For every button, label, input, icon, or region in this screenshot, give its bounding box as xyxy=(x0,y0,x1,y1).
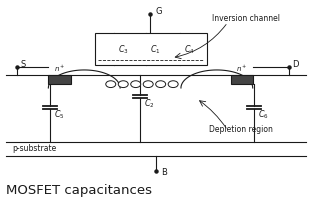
Text: $n^+$: $n^+$ xyxy=(236,64,247,74)
Text: G: G xyxy=(155,7,162,16)
Circle shape xyxy=(143,81,153,88)
Text: B: B xyxy=(161,168,167,177)
Text: p-substrate: p-substrate xyxy=(12,144,57,153)
Text: Inversion channel: Inversion channel xyxy=(212,14,280,22)
Bar xyxy=(231,75,253,84)
Text: D: D xyxy=(292,60,298,69)
Text: S: S xyxy=(21,60,26,69)
Text: $n^+$: $n^+$ xyxy=(54,64,65,74)
Text: $C_6$: $C_6$ xyxy=(258,108,269,121)
Circle shape xyxy=(156,81,166,88)
Text: $C_4$: $C_4$ xyxy=(184,43,195,56)
Circle shape xyxy=(131,81,141,88)
Text: $C_5$: $C_5$ xyxy=(54,108,64,121)
Bar xyxy=(48,75,71,84)
Circle shape xyxy=(118,81,128,88)
Text: Depletion region: Depletion region xyxy=(209,125,273,134)
Circle shape xyxy=(106,81,116,88)
Text: $C_3$: $C_3$ xyxy=(118,43,128,56)
Text: MOSFET capacitances: MOSFET capacitances xyxy=(6,184,152,197)
Text: $C_1$: $C_1$ xyxy=(150,43,160,56)
Bar xyxy=(95,33,207,65)
Text: $C_2$: $C_2$ xyxy=(144,98,154,110)
Circle shape xyxy=(168,81,178,88)
